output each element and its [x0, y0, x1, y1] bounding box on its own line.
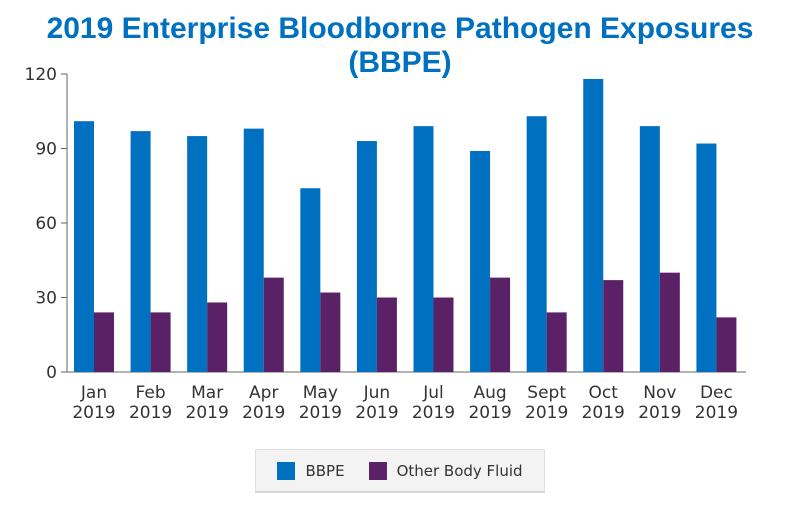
x-tick-label-year: 2019: [355, 403, 398, 423]
x-tick-label-month: Jun: [363, 383, 391, 403]
bar-other-body-fluid-may: [320, 292, 341, 372]
y-tick-label: 0: [46, 363, 57, 383]
x-tick-label-year: 2019: [129, 403, 172, 423]
bar-other-body-fluid-dec: [716, 317, 737, 372]
x-tick-label-year: 2019: [638, 403, 681, 423]
x-tick-label-month: Aug: [473, 383, 506, 403]
chart-bars: [74, 78, 737, 373]
bar-bbpe-jan: [74, 121, 94, 372]
x-tick-label-year: 2019: [186, 403, 229, 423]
x-tick-label-month: Mar: [191, 383, 223, 403]
bar-other-body-fluid-jan: [94, 312, 114, 372]
bar-bbpe-mar: [187, 136, 208, 372]
legend-label-other-body-fluid: Other Body Fluid: [396, 461, 523, 480]
bar-bbpe-jun: [356, 141, 377, 372]
chart-legend: BBPE Other Body Fluid: [255, 449, 545, 493]
bar-bbpe-apr: [243, 128, 264, 372]
bar-bbpe-jul: [413, 126, 434, 373]
y-tick-label: 120: [25, 65, 57, 85]
bar-other-body-fluid-nov: [659, 272, 680, 372]
legend-item-other-body-fluid: Other Body Fluid: [368, 461, 523, 480]
x-tick-label-year: 2019: [468, 403, 511, 423]
legend-label-bbpe: BBPE: [305, 461, 345, 480]
y-tick-label: 30: [35, 289, 57, 309]
chart-labels: Jan2019Feb2019Mar2019Apr2019May2019Jun20…: [72, 383, 738, 423]
bar-bbpe-oct: [583, 78, 604, 372]
x-tick-label-month: May: [303, 383, 338, 403]
bar-bbpe-may: [300, 188, 321, 372]
x-tick-label-year: 2019: [525, 403, 568, 423]
x-tick-label-month: Feb: [136, 383, 166, 403]
chart-title: 2019 Enterprise Bloodborne Pathogen Expo…: [46, 12, 754, 79]
chart-axes: 0 30 60 90 120: [25, 65, 746, 383]
y-tick-label: 90: [35, 140, 57, 160]
bar-other-body-fluid-jul: [433, 297, 454, 372]
x-tick-label-year: 2019: [299, 403, 342, 423]
x-tick-label-month: Apr: [249, 383, 278, 403]
legend-item-bbpe: BBPE: [277, 461, 345, 480]
bar-other-body-fluid-aug: [490, 277, 511, 372]
x-tick-label-year: 2019: [695, 403, 738, 423]
x-tick-label-month: Oct: [589, 383, 619, 403]
x-tick-label-month: Jan: [80, 383, 107, 403]
bar-other-body-fluid-mar: [207, 302, 228, 372]
x-tick-label-year: 2019: [242, 403, 285, 423]
y-tick-label: 60: [35, 214, 57, 234]
bar-other-body-fluid-sept: [546, 312, 567, 372]
x-tick-label-year: 2019: [412, 403, 455, 423]
bar-bbpe-dec: [696, 143, 717, 372]
bar-other-body-fluid-feb: [150, 312, 171, 372]
x-tick-label-month: Dec: [700, 383, 733, 403]
bar-other-body-fluid-jun: [376, 297, 397, 372]
x-tick-label-month: Sept: [527, 383, 566, 403]
bar-bbpe-nov: [639, 126, 660, 373]
x-tick-label-month: Jul: [422, 383, 444, 403]
x-tick-label-year: 2019: [582, 403, 625, 423]
bar-bbpe-feb: [130, 131, 151, 372]
legend-swatch-bbpe: [277, 461, 296, 480]
bar-other-body-fluid-oct: [603, 280, 624, 372]
x-tick-label-year: 2019: [72, 403, 115, 423]
legend-swatch-other-body-fluid: [368, 461, 387, 480]
bar-other-body-fluid-apr: [263, 277, 284, 372]
bar-bbpe-sept: [526, 116, 547, 372]
x-tick-label-month: Nov: [643, 383, 676, 403]
bar-bbpe-aug: [470, 150, 491, 372]
